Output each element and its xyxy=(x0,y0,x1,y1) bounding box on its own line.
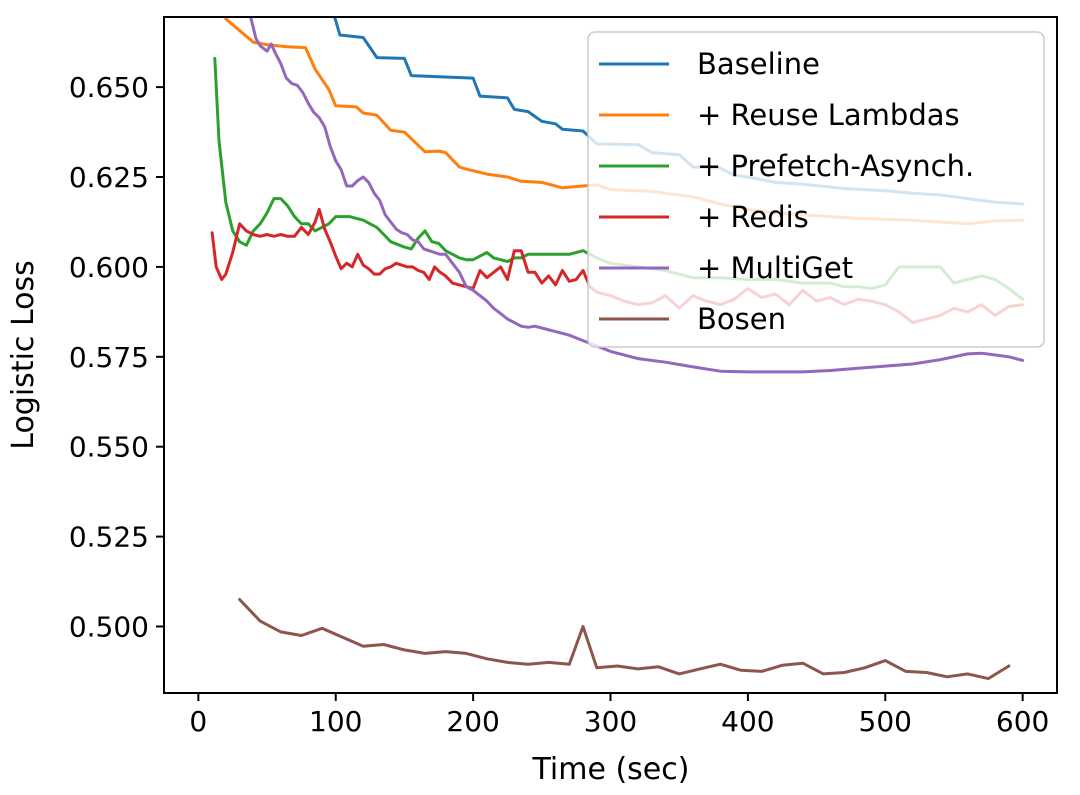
x-tick-label: 600 xyxy=(996,705,1049,738)
legend-box xyxy=(587,31,1045,348)
legend-label: + Reuse Lambdas xyxy=(697,98,960,132)
y-axis-label: Logistic Loss xyxy=(6,260,41,449)
x-tick-label: 400 xyxy=(721,705,774,738)
y-tick-label: 0.600 xyxy=(69,251,149,284)
legend: Baseline + Reuse Lambdas + Prefetch-Asynch… xyxy=(587,31,1045,348)
y-tick-label: 0.575 xyxy=(69,341,149,374)
legend-label: Bosen xyxy=(697,302,786,336)
y-tick-label: 0.550 xyxy=(69,431,149,464)
series-line-4 xyxy=(249,17,1025,374)
x-tick-label: 0 xyxy=(189,705,207,738)
legend-items: Baseline + Reuse Lambdas + Prefetch-Asynch… xyxy=(599,47,974,336)
legend-label: + Redis xyxy=(697,200,809,234)
series-layer xyxy=(210,17,1025,681)
tick-layer: 0 100 200 300 400 500 600 0.500 0.525 0.550 0.575 0… xyxy=(69,71,1050,738)
x-tick-label: 100 xyxy=(309,705,362,738)
x-axis-label: Time (sec) xyxy=(532,752,690,787)
x-tick-label: 500 xyxy=(859,705,912,738)
legend-label: + MultiGet xyxy=(697,251,853,285)
legend-label: + Prefetch-Asynch. xyxy=(697,149,974,183)
y-tick-label: 0.500 xyxy=(69,610,149,643)
y-tick-label: 0.525 xyxy=(69,521,149,554)
y-tick-label: 0.625 xyxy=(69,161,149,194)
x-tick-label: 300 xyxy=(584,705,637,738)
y-tick-label: 0.650 xyxy=(69,71,149,104)
plot-frame xyxy=(163,16,1058,694)
legend-label: Baseline xyxy=(697,47,820,81)
series-line-5 xyxy=(238,598,1011,681)
x-tick-label: 200 xyxy=(446,705,499,738)
